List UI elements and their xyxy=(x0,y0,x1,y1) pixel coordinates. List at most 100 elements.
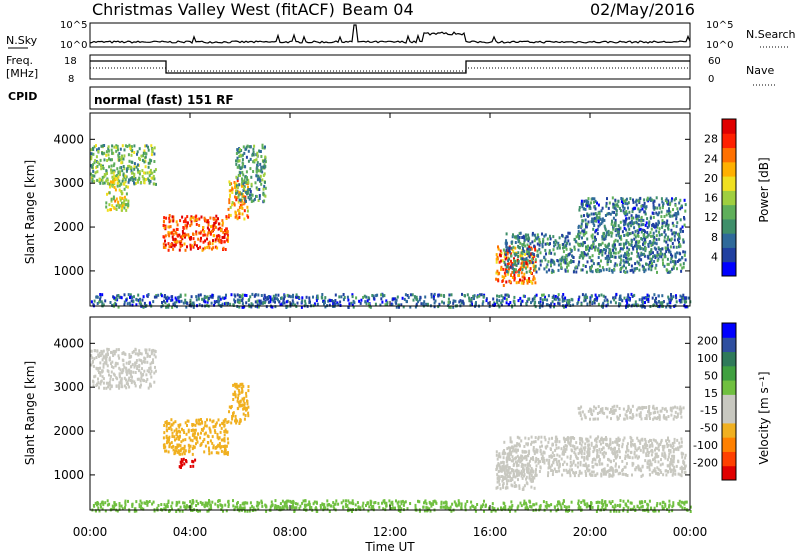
heatmap-cell xyxy=(561,255,564,259)
heatmap-cell xyxy=(593,405,596,409)
heatmap-cell xyxy=(595,269,598,273)
heatmap-cell xyxy=(619,302,622,306)
heatmap-cell xyxy=(512,245,515,249)
heatmap-cell xyxy=(535,450,537,454)
heatmap-cell xyxy=(631,295,634,298)
heatmap-cell xyxy=(515,253,518,256)
heatmap-cell xyxy=(149,354,151,358)
heatmap-cell xyxy=(640,219,643,223)
heatmap-cell xyxy=(219,430,222,434)
heatmap-cell xyxy=(93,299,96,303)
heatmap-cell xyxy=(611,467,614,470)
heatmap-cell xyxy=(201,421,204,425)
heatmap-cell xyxy=(126,167,129,171)
heatmap-cell xyxy=(585,245,587,249)
heatmap-cell xyxy=(92,163,94,167)
heatmap-cell xyxy=(180,462,183,466)
heatmap-cell xyxy=(513,444,516,448)
heatmap-cell xyxy=(673,455,676,459)
heatmap-cell xyxy=(586,466,589,470)
heatmap-cell xyxy=(241,198,243,202)
heatmap-cell xyxy=(521,299,524,303)
colorbar-swatch xyxy=(722,218,736,234)
heatmap-cell xyxy=(162,436,165,440)
heatmap-cell xyxy=(118,372,121,376)
heatmap-cell xyxy=(214,225,217,229)
heatmap-cell xyxy=(600,462,603,466)
heatmap-cell xyxy=(238,198,241,202)
heatmap-cell xyxy=(137,180,139,184)
heatmap-cell xyxy=(532,253,535,256)
heatmap-cell xyxy=(517,259,520,263)
heatmap-cell xyxy=(550,263,552,267)
heatmap-cell xyxy=(123,206,126,210)
nsky-tick-top: 10^5 xyxy=(60,20,87,31)
heatmap-cell xyxy=(244,199,247,203)
heatmap-cell xyxy=(365,302,368,306)
heatmap-cell xyxy=(589,417,591,421)
heatmap-cell xyxy=(513,300,516,304)
heatmap-cell xyxy=(630,264,633,268)
heatmap-cell xyxy=(586,237,589,241)
heatmap-cell xyxy=(653,407,656,411)
heatmap-cell xyxy=(505,460,508,464)
heatmap-cell xyxy=(217,217,219,221)
nave-tick-top: 60 xyxy=(708,56,721,67)
heatmap-cell xyxy=(186,224,189,228)
heatmap-cell xyxy=(437,305,440,309)
heatmap-cell xyxy=(664,199,667,202)
heatmap-cell xyxy=(473,297,475,300)
heatmap-cell xyxy=(227,301,230,305)
heatmap-cell xyxy=(591,245,593,249)
heatmap-cell xyxy=(177,443,180,447)
heatmap-cell xyxy=(143,360,146,364)
heatmap-cell xyxy=(635,413,638,417)
heatmap-cell xyxy=(672,245,675,249)
heatmap-cell xyxy=(234,414,237,418)
colorbar-frame xyxy=(721,118,737,277)
heatmap-cell xyxy=(239,153,242,157)
heatmap-cell xyxy=(481,302,484,306)
heatmap-cell xyxy=(236,165,239,169)
heatmap-cell xyxy=(623,246,625,249)
heatmap-cell xyxy=(241,195,244,199)
heatmap-cell xyxy=(566,455,569,459)
heatmap-cell xyxy=(112,206,115,209)
heatmap-cell xyxy=(221,236,224,239)
heatmap-cell xyxy=(258,194,261,198)
heatmap-cell xyxy=(528,277,531,281)
heatmap-cell xyxy=(646,235,649,239)
y-tick-label: 2000 xyxy=(53,220,84,234)
heatmap-cell xyxy=(124,366,127,370)
heatmap-cell xyxy=(649,241,652,245)
heatmap-cell xyxy=(531,281,534,285)
heatmap-cell xyxy=(258,197,261,200)
heatmap-cell xyxy=(608,201,611,205)
heatmap-cell xyxy=(269,300,272,304)
heatmap-cell xyxy=(519,231,522,235)
heatmap-cell xyxy=(622,219,625,223)
heatmap-cell xyxy=(522,486,525,490)
heatmap-cell xyxy=(517,299,520,303)
heatmap-cell xyxy=(120,161,123,165)
heatmap-cell xyxy=(502,284,505,287)
heatmap-cell xyxy=(592,240,595,244)
heatmap-cell xyxy=(240,149,243,152)
heatmap-cell xyxy=(557,446,560,450)
heatmap-cell xyxy=(529,242,532,246)
heatmap-cell xyxy=(649,231,652,235)
heatmap-cell xyxy=(253,144,256,148)
heatmap-cell xyxy=(526,299,529,303)
heatmap-cell xyxy=(246,209,249,213)
heatmap-cell xyxy=(263,193,266,197)
heatmap-cell xyxy=(518,239,521,243)
heatmap-cell xyxy=(659,252,662,256)
heatmap-cell xyxy=(643,229,646,232)
heatmap-cell xyxy=(625,210,628,213)
heatmap-cell xyxy=(264,186,267,190)
heatmap-cell xyxy=(563,451,566,455)
heatmap-cell xyxy=(652,201,655,205)
heatmap-cell xyxy=(233,181,236,184)
heatmap-cell xyxy=(569,439,572,443)
heatmap-cell xyxy=(224,446,227,450)
